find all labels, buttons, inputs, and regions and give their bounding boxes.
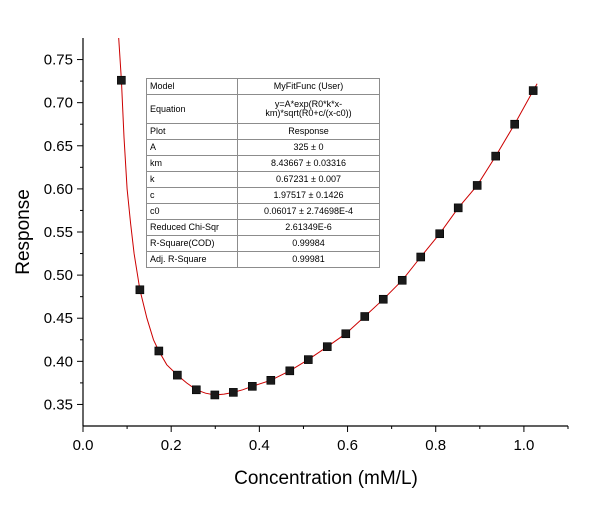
fit-curve [118,37,538,396]
fit-table-key: km [146,155,238,172]
fit-table-value: y=A*exp(R0*k*x-km)*sqrt(R0+c/(x-c0)) [237,94,380,124]
fit-table-value: 0.06017 ± 2.74698E-4 [237,203,380,220]
y-tick-label: 0.65 [44,138,73,155]
fit-table-value: 2.61349E-6 [237,219,380,236]
fit-table-value: 0.99984 [237,235,380,252]
fit-table-row: c 1.97517 ± 0.1426 [146,187,380,204]
y-tick-label: 0.50 [44,267,73,284]
fit-table-value: 325 ± 0 [237,139,380,156]
fit-table-row: Model MyFitFunc (User) [146,78,380,95]
y-tick-label: 0.45 [44,310,73,327]
data-point [341,329,351,339]
data-markers [117,75,538,400]
y-tick-label: 0.75 [44,52,73,69]
y-tick-label: 0.40 [44,353,73,370]
x-axis-title: Concentration (mM/L) [234,468,418,489]
data-point [453,203,463,213]
fit-table-row: Plot Response [146,123,380,140]
data-point [378,294,388,304]
fit-table-value: 0.67231 ± 0.007 [237,171,380,188]
data-point [397,275,407,285]
fit-table-value: 0.99981 [237,251,380,268]
fit-table-value: MyFitFunc (User) [237,78,380,95]
fit-table-value: Response [237,123,380,140]
fit-table-key: Model [146,78,238,95]
fit-table-key: k [146,171,238,188]
y-tick-label: 0.35 [44,396,73,413]
fit-table-row: Equation y=A*exp(R0*k*x-km)*sqrt(R0+c/(x-… [146,94,380,124]
fit-results-table: Model MyFitFunc (User) Equation y=A*exp(R0*… [146,78,380,268]
data-point [173,370,182,380]
fit-table-key: c0 [146,203,238,220]
fit-table-key: R-Square(COD) [146,235,238,252]
x-tick-label: 0.6 [337,437,358,454]
fit-table-key: Reduced Chi-Sqr [146,219,238,236]
fit-table-row: k 0.67231 ± 0.007 [146,171,380,188]
fit-table-row: Reduced Chi-Sqr 2.61349E-6 [146,219,380,236]
x-tick-label: 1.0 [513,437,534,454]
y-tick-label: 0.60 [44,181,73,198]
fit-table-key: Equation [146,94,238,124]
data-point [528,86,538,95]
y-axis-title: Response [13,189,34,275]
data-point [117,75,126,85]
data-point [435,229,444,239]
data-point [285,366,295,376]
data-point [135,285,145,295]
data-point [210,390,220,400]
fit-table-key: c [146,187,238,204]
data-point [491,151,500,161]
fit-table-value: 8.43667 ± 0.03316 [237,155,380,172]
fit-table-value: 1.97517 ± 0.1426 [237,187,380,204]
data-point [192,385,201,395]
fit-table-key: A [146,139,238,156]
fit-table-key: Adj. R-Square [146,251,238,268]
x-tick-label: 0.8 [425,437,446,454]
data-point [510,119,519,129]
axis-ticks: 0.0 0.2 0.4 0.6 0.8 1.0 0.35 0.40 0.45 0.50 0.55 0.… [44,52,569,454]
fit-table-row: km 8.43667 ± 0.03316 [146,155,380,172]
data-point [304,355,313,364]
data-point [416,252,426,262]
y-tick-label: 0.55 [44,224,73,241]
x-tick-label: 0.2 [161,437,182,454]
data-point [248,382,257,391]
x-tick-label: 0.0 [73,437,94,454]
fit-table-row: Adj. R-Square 0.99981 [146,251,380,268]
data-point [322,342,332,351]
fit-line [118,37,538,396]
fit-table-row: A 325 ± 0 [146,139,380,156]
y-tick-label: 0.70 [44,95,73,112]
data-point [266,376,276,385]
x-tick-label: 0.4 [249,437,270,454]
data-point [154,346,164,356]
fit-table-key: Plot [146,123,238,140]
fit-table-row: c0 0.06017 ± 2.74698E-4 [146,203,380,220]
fit-table-row: R-Square(COD) 0.99984 [146,235,380,252]
data-point [229,388,238,397]
data-point [472,181,482,190]
data-point [360,312,370,321]
